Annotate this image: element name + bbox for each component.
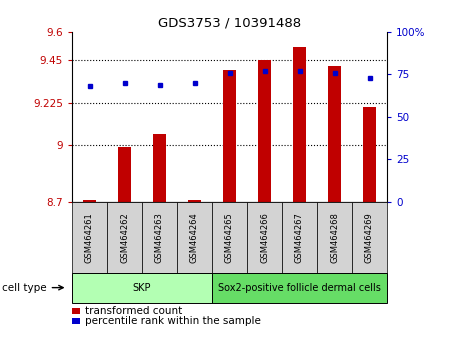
Text: percentile rank within the sample: percentile rank within the sample: [85, 316, 261, 326]
Bar: [328, 66, 341, 202]
Bar: [118, 147, 130, 202]
Text: GSM464261: GSM464261: [85, 212, 94, 263]
Text: GSM464266: GSM464266: [260, 212, 269, 263]
Text: GSM464269: GSM464269: [365, 212, 374, 263]
Text: GSM464264: GSM464264: [190, 212, 199, 263]
Text: cell type: cell type: [2, 282, 47, 293]
Bar: [258, 60, 270, 202]
Text: GSM464268: GSM464268: [330, 212, 339, 263]
Bar: [223, 70, 236, 202]
Bar: [364, 107, 376, 202]
Bar: [293, 47, 306, 202]
Text: GSM464265: GSM464265: [225, 212, 234, 263]
Bar: [189, 200, 201, 202]
Title: GDS3753 / 10391488: GDS3753 / 10391488: [158, 16, 301, 29]
Text: Sox2-positive follicle dermal cells: Sox2-positive follicle dermal cells: [218, 282, 381, 293]
Text: GSM464262: GSM464262: [120, 212, 129, 263]
Bar: [83, 200, 95, 202]
Text: SKP: SKP: [133, 282, 151, 293]
Text: transformed count: transformed count: [85, 306, 182, 316]
Text: GSM464263: GSM464263: [155, 212, 164, 263]
Text: GSM464267: GSM464267: [295, 212, 304, 263]
Bar: [153, 134, 166, 202]
